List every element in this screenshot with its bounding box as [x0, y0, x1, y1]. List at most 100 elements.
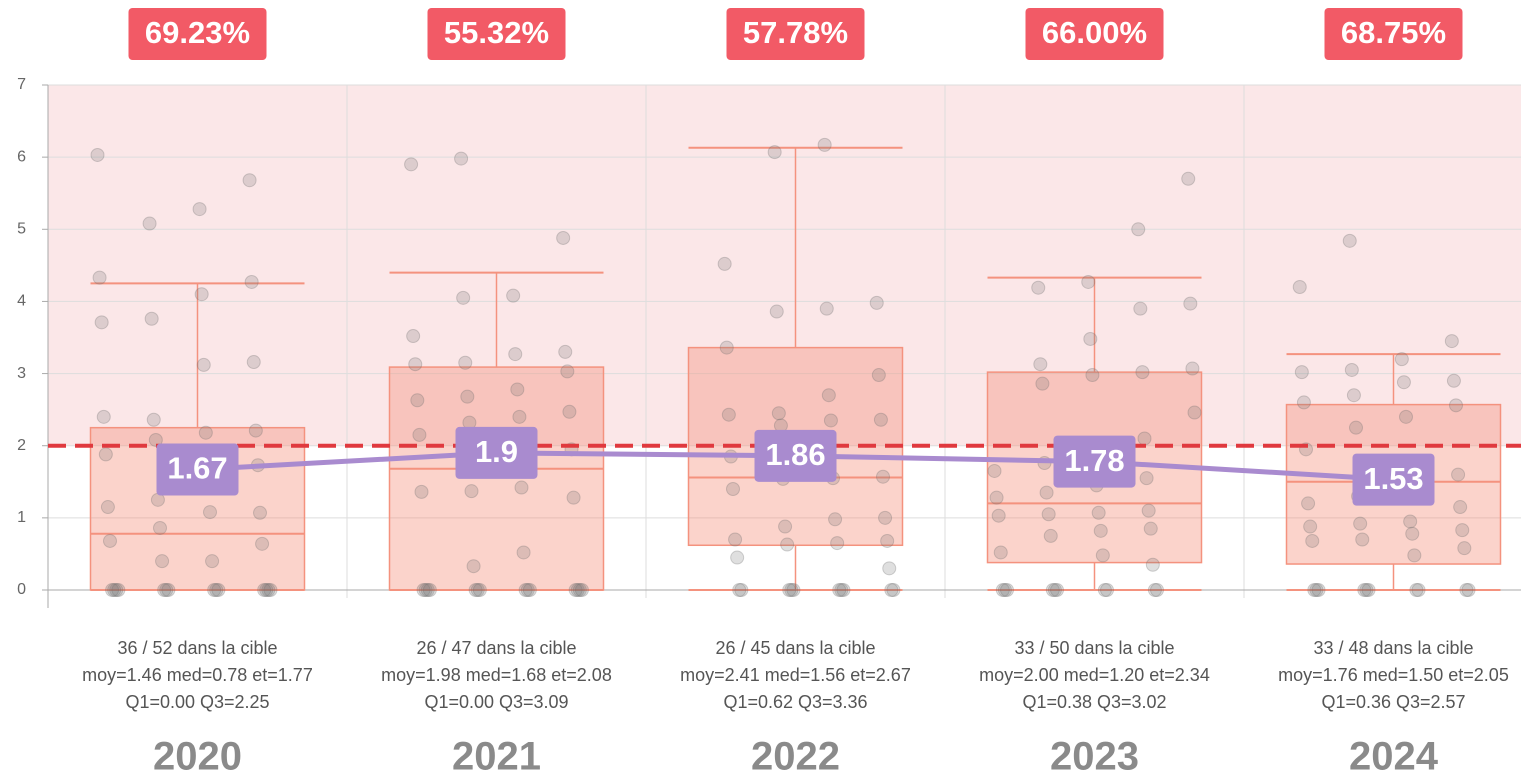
point: [100, 500, 115, 515]
point: [997, 583, 1012, 597]
point: [144, 311, 159, 326]
point: [470, 583, 485, 597]
header-label: 68.75%: [1341, 15, 1446, 50]
point: [570, 583, 585, 597]
point: [1085, 368, 1100, 383]
point: [209, 583, 224, 597]
point: [1405, 526, 1420, 541]
point: [1139, 471, 1154, 486]
point: [1453, 500, 1468, 515]
category-label: 2020: [153, 735, 242, 776]
point: [780, 537, 795, 552]
mean-badge: [1352, 453, 1435, 506]
header-badge: [427, 8, 566, 60]
point: [1303, 519, 1318, 534]
point: [560, 364, 575, 379]
point: [506, 288, 521, 303]
point: [721, 407, 736, 422]
point: [404, 157, 419, 172]
point: [510, 382, 525, 397]
point: [94, 315, 109, 330]
point: [767, 145, 782, 160]
point: [873, 412, 888, 427]
mean-badge: [1053, 435, 1136, 488]
stat-line: Q1=0.62 Q3=3.36: [723, 692, 867, 712]
point: [1100, 583, 1114, 597]
point: [1033, 357, 1048, 372]
stat-line: moy=1.76 med=1.50 et=2.05: [1278, 665, 1509, 685]
point: [1361, 583, 1376, 597]
point: [107, 583, 122, 597]
point: [458, 355, 473, 370]
mean-label: 1.53: [1363, 461, 1423, 496]
mean-label: 1.9: [475, 434, 518, 469]
point: [558, 344, 573, 359]
point: [1031, 280, 1046, 295]
point: [1461, 583, 1476, 597]
point: [1357, 583, 1372, 597]
point: [408, 357, 423, 372]
point: [886, 583, 901, 597]
point: [828, 512, 843, 527]
y-tick-label: 6: [17, 148, 26, 165]
point: [1133, 301, 1148, 316]
stat-line: 26 / 45 dans la cible: [715, 638, 875, 658]
point: [472, 583, 487, 597]
point: [412, 427, 427, 442]
point: [454, 151, 469, 166]
point: [1394, 352, 1409, 367]
point: [771, 406, 786, 421]
y-tick-label: 2: [17, 437, 26, 454]
point: [878, 510, 893, 525]
point: [253, 505, 267, 520]
point: [1409, 583, 1424, 597]
point: [514, 480, 529, 495]
point: [111, 583, 126, 597]
point: [566, 490, 581, 505]
point: [572, 583, 587, 597]
y-tick-label: 4: [17, 293, 26, 310]
point: [1095, 548, 1110, 563]
point: [1185, 361, 1200, 376]
point: [989, 490, 1004, 505]
mean-badge: [156, 443, 239, 496]
point: [871, 368, 886, 383]
point: [1459, 583, 1474, 597]
point: [1183, 296, 1198, 311]
stat-line: moy=1.46 med=0.78 et=1.77: [82, 665, 313, 685]
point: [420, 583, 435, 597]
point: [1141, 503, 1156, 518]
point: [1396, 375, 1411, 390]
stat-line: Q1=0.00 Q3=3.09: [424, 692, 568, 712]
point: [92, 270, 107, 285]
point: [1035, 376, 1050, 391]
point: [1344, 362, 1359, 377]
point: [1359, 583, 1374, 597]
point: [244, 274, 259, 289]
point: [1311, 583, 1326, 597]
target-zone: [48, 85, 1521, 446]
point: [769, 304, 784, 319]
point: [261, 583, 276, 597]
mean-label: 1.67: [167, 451, 227, 486]
header-badge: [1025, 8, 1164, 60]
stat-line: 26 / 47 dans la cible: [416, 638, 576, 658]
point: [246, 355, 261, 370]
point: [418, 583, 433, 597]
point: [1093, 523, 1108, 538]
point: [880, 533, 895, 548]
point: [1145, 557, 1160, 572]
point: [90, 147, 105, 162]
point: [734, 583, 749, 597]
header-label: 55.32%: [444, 15, 549, 50]
point: [834, 583, 849, 597]
point: [884, 583, 899, 597]
point: [192, 202, 207, 217]
point: [869, 295, 884, 310]
point: [1047, 583, 1062, 597]
point: [468, 583, 483, 597]
point: [836, 583, 851, 597]
point: [1131, 222, 1146, 237]
point: [242, 173, 257, 188]
